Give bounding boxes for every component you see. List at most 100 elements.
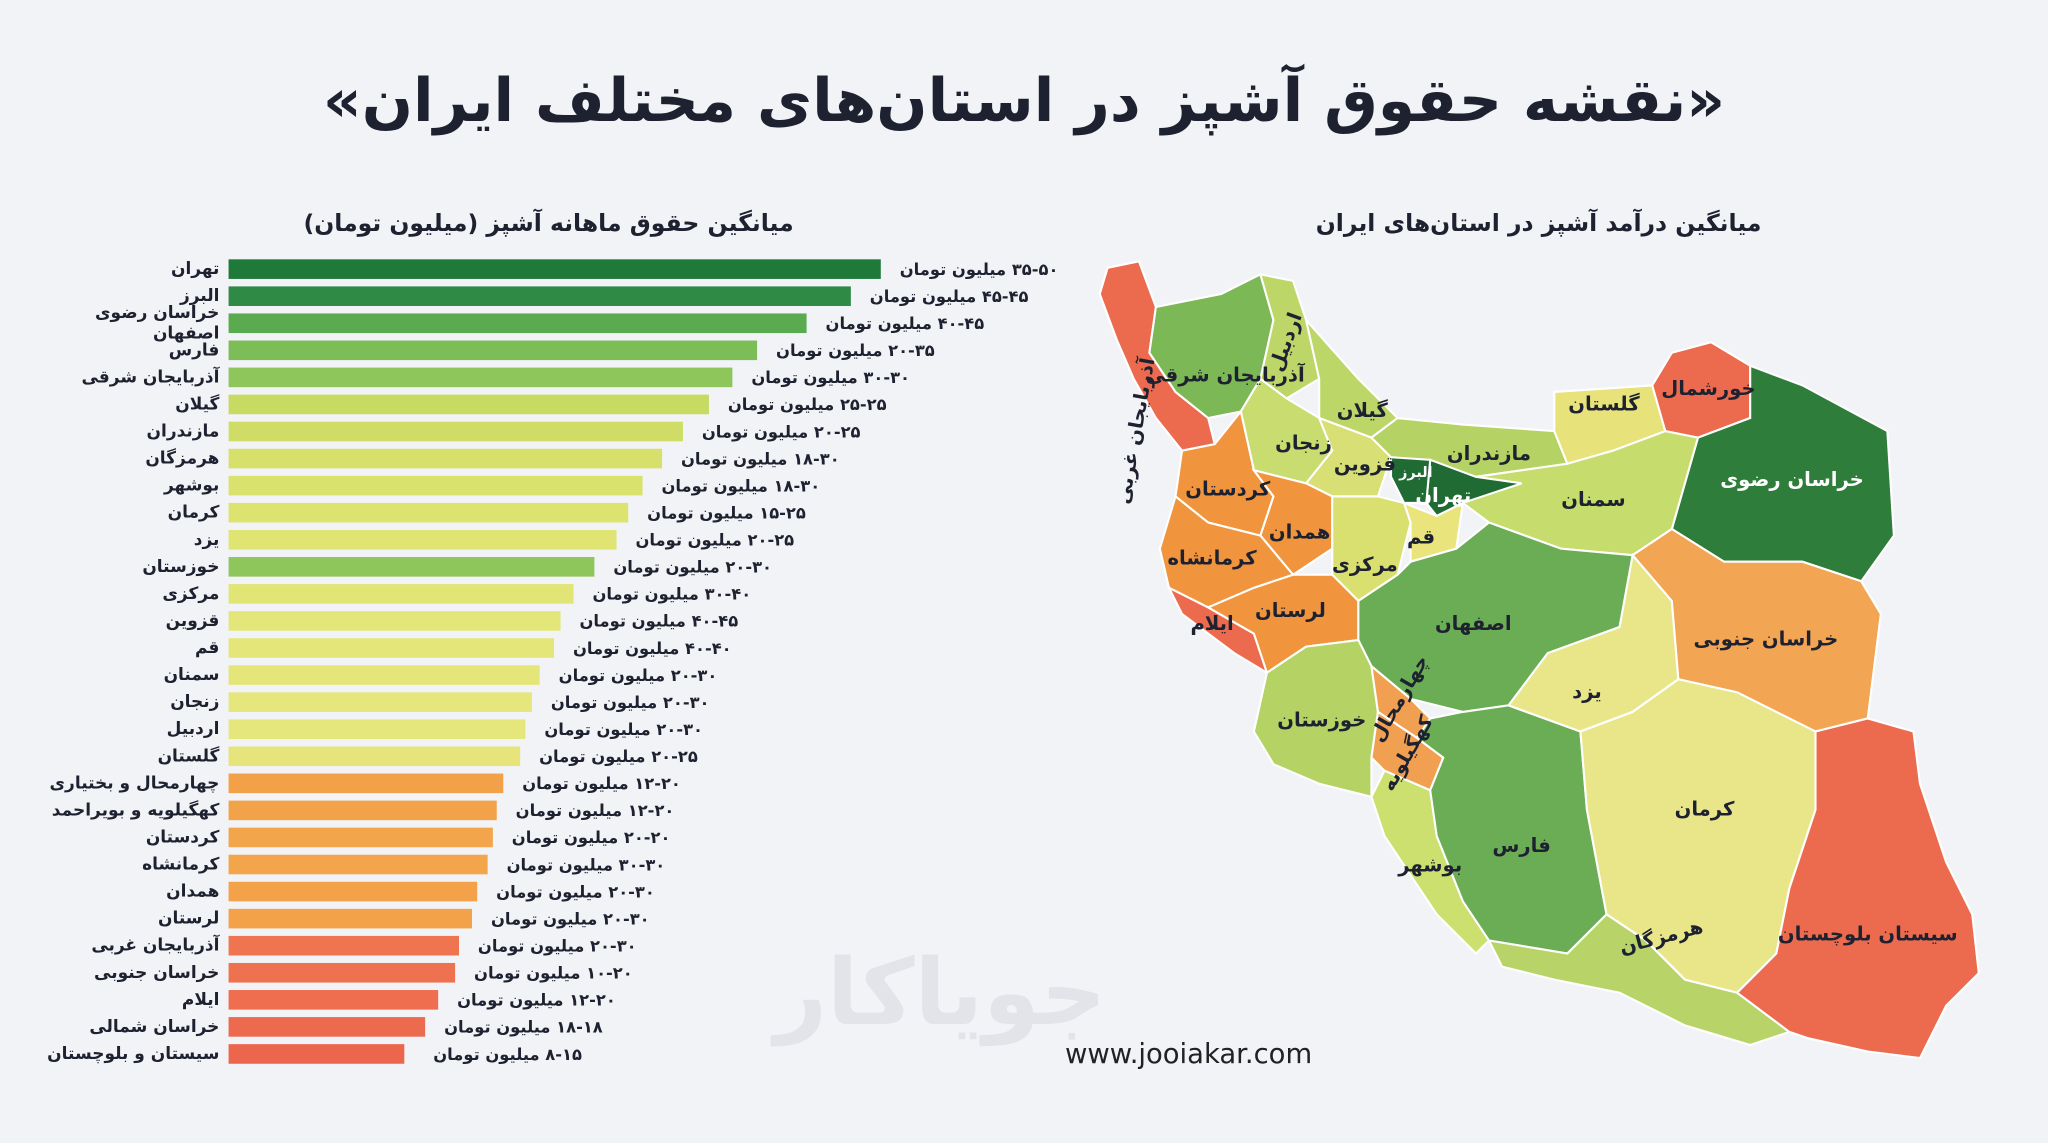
category-label: خراسان رضوی [95, 303, 219, 323]
province-label: سمنان [1561, 488, 1625, 511]
bar [228, 827, 493, 848]
province-label: کردستان [1185, 477, 1271, 500]
value-label: ۳۰-۳۰ میلیون تومان [507, 855, 666, 874]
value-label: ۱۰-۲۰ میلیون تومان [474, 964, 633, 983]
province-label: گیلان [1337, 399, 1389, 422]
province-label: لرستان [1255, 599, 1326, 622]
bar [228, 340, 758, 361]
bar [228, 475, 643, 496]
bar [228, 502, 629, 523]
province-label: خراسان رضوی [1720, 468, 1864, 491]
value-label: ۱۸-۳۰ میلیون تومان [681, 449, 840, 468]
value-label: ۲۰-۳۰ میلیون تومان [491, 909, 650, 928]
category-label: همدان [166, 882, 219, 902]
bar [228, 1044, 405, 1064]
category-label: یزد [194, 530, 220, 550]
category-label: تهران [171, 259, 219, 279]
category-label: سیستان و بلوچستان [47, 1044, 219, 1064]
value-label: ۱۲-۲۰ میلیون تومان [516, 801, 675, 820]
value-label: ۱۸-۳۰ میلیون تومان [661, 476, 820, 495]
bar [228, 529, 617, 550]
value-label: ۸-۱۵ میلیون تومان [433, 1045, 582, 1064]
value-label: ۴۰-۴۰ میلیون تومان [573, 639, 732, 658]
category-label: آذربایجان شرقی [82, 365, 221, 387]
value-label: ۲۰-۳۰ میلیون تومان [559, 666, 718, 685]
province-label: کرمانشاه [1167, 547, 1257, 570]
value-label: ۱۸-۱۸ میلیون تومان [444, 1018, 603, 1037]
category-label: قزوین [166, 611, 220, 631]
bar [228, 421, 683, 442]
bar [228, 448, 663, 469]
category-label: کرمان [168, 503, 220, 523]
bar [228, 746, 521, 767]
province-label: سیستان بلوچستان [1778, 923, 1958, 946]
chart-title: میانگین حقوق ماهانه آشپز (میلیون تومان) [303, 208, 793, 237]
province-label: خراسان جنوبی [1694, 628, 1839, 651]
value-label: ۱۲-۲۰ میلیون تومان [457, 991, 616, 1010]
bar [228, 1017, 426, 1037]
category-label: زنجان [170, 692, 219, 712]
province [1258, 272, 1321, 400]
category-label: البرز [179, 286, 219, 306]
value-label: ۲۰-۳۰ میلیون تومان [544, 720, 703, 739]
value-label: ۴۰-۴۵ میلیون تومان [579, 612, 738, 631]
value-label: ۲۰-۲۰ میلیون تومان [512, 828, 671, 847]
province-label: کرمان [1675, 797, 1735, 820]
category-label: مازندران [147, 422, 220, 442]
bar [228, 367, 733, 388]
province-label: مازندران [1447, 442, 1531, 465]
province-label: فارس [1492, 834, 1550, 857]
province [1389, 456, 1432, 504]
province-label: همدان [1269, 520, 1330, 543]
bar [228, 665, 540, 685]
bar [228, 611, 561, 631]
value-label: ۳۰-۳۰ میلیون تومان [751, 368, 910, 387]
value-label: ۲۰-۳۰ میلیون تومان [496, 882, 655, 901]
category-label: گیلان [175, 393, 219, 414]
province-label: تهران [1415, 484, 1471, 507]
category-label: لرستان [158, 909, 219, 929]
province-label: قم [1407, 526, 1435, 549]
bar [228, 962, 456, 983]
province [1735, 717, 1980, 1060]
province-label: گلستان [1568, 392, 1640, 415]
province-label: خوزستان [1277, 709, 1366, 732]
value-label: ۲۰-۳۰ میلیون تومان [551, 693, 710, 712]
page-title: «نقشه حقوق آشپز در استان‌های مختلف ایران… [323, 63, 1725, 136]
bar [228, 854, 488, 875]
category-label: خوزستان [142, 557, 219, 577]
bar [228, 584, 574, 604]
category-label: فارس [169, 340, 220, 360]
value-label: ۲۰-۳۵ میلیون تومان [776, 341, 935, 360]
category-label: بوشهر [163, 476, 219, 496]
bar [228, 773, 504, 794]
category-label: خراسان شمالی [89, 1017, 219, 1037]
value-label: ۴۵-۴۵ میلیون تومان [870, 287, 1029, 306]
bar [228, 990, 439, 1010]
map-title: میانگین درآمد آشپز در استان‌های ایران [1316, 208, 1762, 237]
value-label: ۲۰-۲۵ میلیون تومان [635, 531, 794, 550]
category-label: ایلام [182, 990, 220, 1010]
province-label: ایلام [1190, 612, 1233, 635]
category-label: کرمانشاه [142, 855, 219, 875]
category-label: آذربایجان غربی [91, 934, 220, 956]
website: www.jooiakar.com [1065, 1039, 1312, 1070]
province-label: قزوین [1334, 453, 1396, 476]
bar [228, 313, 807, 334]
category-label: سمنان [164, 665, 220, 685]
bar [228, 638, 555, 658]
bar [228, 557, 595, 577]
category-label: اردبیل [167, 719, 220, 739]
province-label: اصفهان [1435, 612, 1512, 635]
province-label: مرکزی [1332, 553, 1398, 576]
category-label: خراسان جنوبی [94, 963, 219, 983]
bar [228, 259, 881, 279]
category-label: کردستان [146, 827, 220, 847]
province [1251, 468, 1334, 577]
value-label: ۱۵-۲۵ میلیون تومان [647, 504, 806, 523]
category-label: هرمزگان [145, 448, 219, 469]
bar [228, 719, 526, 739]
province-label: یزد [1572, 680, 1602, 703]
